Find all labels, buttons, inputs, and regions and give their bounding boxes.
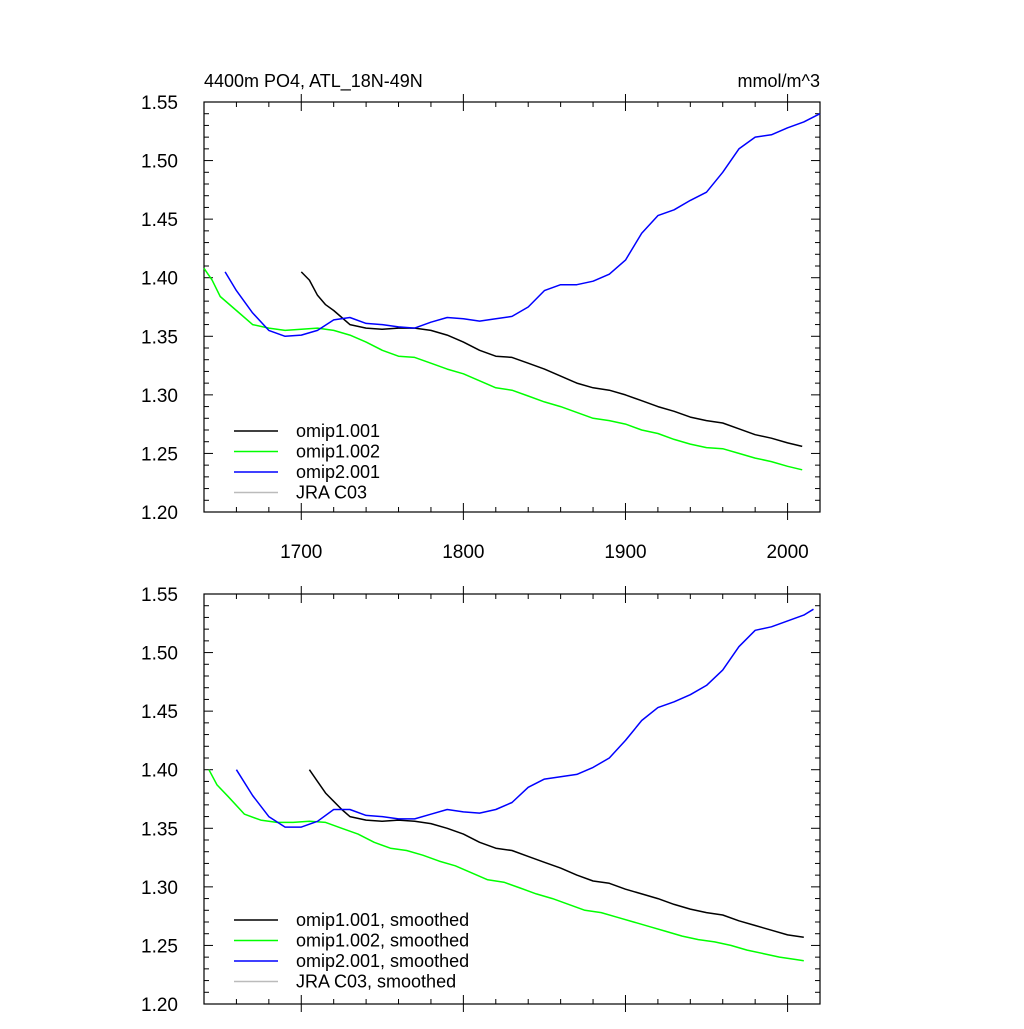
legend-label: JRA C03, smoothed <box>296 972 456 992</box>
y-tick-labels: 1.20 1.25 1.30 1.35 1.40 1.45 1.50 1.55 <box>141 585 178 1016</box>
series-line <box>235 608 814 828</box>
y-tick-label: 1.20 <box>141 995 178 1016</box>
y-tick-label: 1.25 <box>141 936 178 957</box>
legend-label: omip1.001, smoothed <box>296 910 469 930</box>
x-tick-label: 1700 <box>280 542 322 563</box>
series-line <box>300 271 803 448</box>
axis-ticks <box>203 94 821 520</box>
chart-title: 4400m PO4, ATL_18N-49N <box>204 71 423 92</box>
x-tick-label: 2000 <box>766 542 808 563</box>
series-lines <box>203 113 821 471</box>
y-tick-label: 1.55 <box>141 93 178 114</box>
y-tick-label: 1.30 <box>141 878 178 899</box>
series-lines <box>208 608 814 962</box>
legend-label: JRA C03 <box>296 483 367 503</box>
y-tick-label: 1.30 <box>141 386 178 407</box>
series-line <box>308 769 804 938</box>
y-tick-label: 1.20 <box>141 503 178 524</box>
y-tick-label: 1.40 <box>141 761 178 782</box>
plot-frame <box>203 101 821 513</box>
y-tick-labels: 1.20 1.25 1.30 1.35 1.40 1.45 1.50 1.55 <box>141 93 178 524</box>
y-tick-label: 1.50 <box>141 152 178 173</box>
series-line <box>224 113 821 338</box>
legend-label: omip2.001, smoothed <box>296 951 469 971</box>
y-tick-label: 1.50 <box>141 644 178 665</box>
plot-frame <box>203 593 821 1005</box>
legend-label: omip1.001 <box>296 421 380 441</box>
y-tick-label: 1.55 <box>141 585 178 606</box>
y-tick-label: 1.45 <box>141 210 178 231</box>
units-label: mmol/m^3 <box>738 71 820 91</box>
y-tick-label: 1.45 <box>141 702 178 723</box>
y-tick-label: 1.25 <box>141 444 178 465</box>
top-panel: 4400m PO4, ATL_18N-49N mmol/m^3 1.20 1.25… <box>141 71 821 563</box>
legend-label: omip1.002, smoothed <box>296 931 469 951</box>
axis-ticks <box>203 586 821 1012</box>
y-tick-label: 1.40 <box>141 269 178 290</box>
x-tick-label: 1800 <box>442 542 484 563</box>
x-tick-label: 1900 <box>604 542 646 563</box>
y-tick-label: 1.35 <box>141 327 178 348</box>
x-tick-labels: 1700 1800 1900 2000 <box>280 542 809 563</box>
bottom-panel: 1.20 1.25 1.30 1.35 1.40 1.45 1.50 1.55 omip1.0… <box>141 585 821 1016</box>
legend-label: omip2.001 <box>296 462 380 482</box>
legend-label: omip1.002 <box>296 442 380 462</box>
series-line <box>203 267 803 471</box>
series-line <box>208 769 804 962</box>
y-tick-label: 1.35 <box>141 819 178 840</box>
